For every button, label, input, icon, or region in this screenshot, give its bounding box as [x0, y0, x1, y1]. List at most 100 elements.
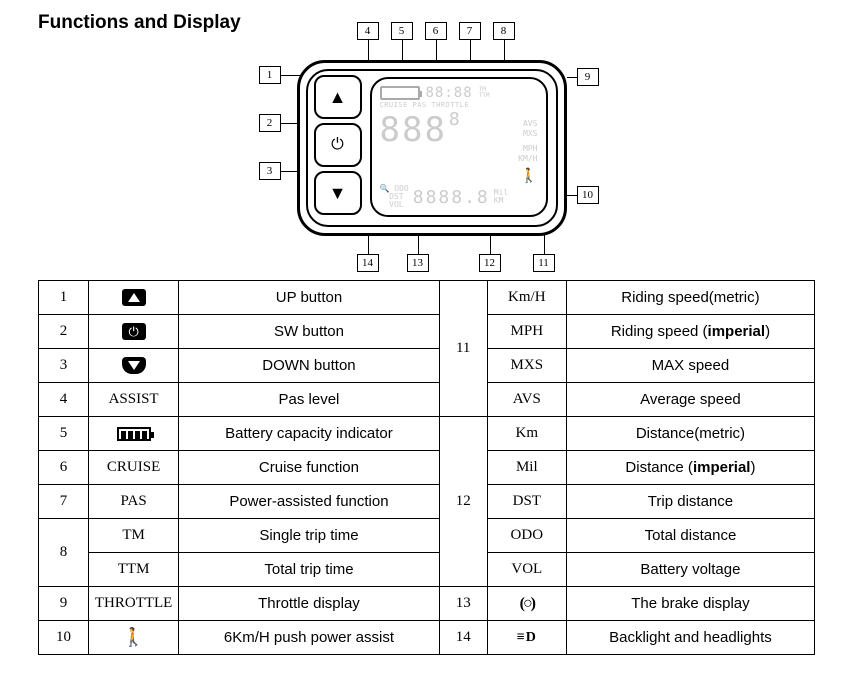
row-number: 13	[439, 587, 487, 621]
row-desc: Cruise function	[179, 451, 440, 485]
symbol-text: THROTTLE	[95, 595, 172, 611]
row-desc: Single trip time	[179, 519, 440, 553]
table-row: TTM Total trip time VOL Battery voltage	[39, 553, 815, 587]
down-button[interactable]: ▼	[314, 171, 362, 215]
legend-table: 1UP button11Km/HRiding speed(metric)2⏻SW…	[38, 280, 815, 655]
row-number: 9	[39, 587, 89, 621]
row-symbol: 🚶	[89, 621, 179, 655]
row-desc: Riding speed(metric)	[566, 281, 814, 315]
headlight-icon: ≡D	[517, 630, 537, 645]
table-row: 10🚶6Km/H push power assist14≡DBacklight …	[39, 621, 815, 655]
row-desc: Battery capacity indicator	[179, 417, 440, 451]
up-button[interactable]: ▲	[314, 75, 362, 119]
symbol-text: ASSIST	[109, 391, 159, 407]
row-desc: DOWN button	[179, 349, 440, 383]
callout-8: 8	[493, 22, 515, 40]
row-desc: The brake display	[566, 587, 814, 621]
row-number: 14	[439, 621, 487, 655]
callout-10: 10	[577, 186, 599, 204]
row-number: 6	[39, 451, 89, 485]
row-desc: Trip distance	[566, 485, 814, 519]
callout-12: 12	[479, 254, 501, 272]
row-symbol: VOL	[487, 553, 566, 587]
row-desc: Battery voltage	[566, 553, 814, 587]
table-row: 7 PAS Power-assisted function DST Trip dista…	[39, 485, 815, 519]
row-symbol: (○)	[487, 587, 566, 621]
callout-6: 6	[425, 22, 447, 40]
callout-3: 3	[259, 162, 281, 180]
row-desc: UP button	[179, 281, 440, 315]
callout-13: 13	[407, 254, 429, 272]
table-row: 5Battery capacity indicator12KmDistance(…	[39, 417, 815, 451]
symbol-text: CRUISE	[107, 459, 160, 475]
table-row: 9 THROTTLE Throttle display13 (○) The brake …	[39, 587, 815, 621]
symbol-text: TM	[122, 527, 145, 543]
row-desc: Distance (imperial)	[566, 451, 814, 485]
row-desc: Total distance	[566, 519, 814, 553]
row-desc: Distance(metric)	[566, 417, 814, 451]
symbol-text: Km	[516, 425, 539, 441]
row-symbol: ⏻	[89, 315, 179, 349]
display-diagram: 4 5 6 7 8 1 2 3 9 10 14 13 12 11 ▲ ⏻ ▼ 8…	[247, 16, 607, 276]
table-row: 2⏻SW buttonMPHRiding speed (imperial)	[39, 315, 815, 349]
callout-2: 2	[259, 114, 281, 132]
row-symbol: AVS	[487, 383, 566, 417]
symbol-text: Km/H	[508, 289, 546, 305]
row-symbol: ASSIST	[89, 383, 179, 417]
row-symbol: PAS	[89, 485, 179, 519]
down-icon	[122, 357, 146, 374]
row-desc: Riding speed (imperial)	[566, 315, 814, 349]
row-desc: Average speed	[566, 383, 814, 417]
row-number: 7	[39, 485, 89, 519]
row-desc: Total trip time	[179, 553, 440, 587]
row-desc: Backlight and headlights	[566, 621, 814, 655]
table-row: 3 DOWN button MXS MAX speed	[39, 349, 815, 383]
row-desc: Power-assisted function	[179, 485, 440, 519]
row-symbol: Km/H	[487, 281, 566, 315]
row-number: 5	[39, 417, 89, 451]
lcd-screen: 88:88 TMTTM CRUISE PAS THROTTLE 888 8 AV…	[370, 77, 548, 217]
row-number: 8	[39, 519, 89, 587]
power-icon: ⏻	[122, 323, 146, 340]
device-body: ▲ ⏻ ▼ 88:88 TMTTM CRUISE PAS THROTTLE 88…	[297, 60, 567, 236]
battery-icon	[117, 427, 151, 441]
row-symbol: ODO	[487, 519, 566, 553]
row-number: 3	[39, 349, 89, 383]
row-symbol: DST	[487, 485, 566, 519]
table-row: 4 ASSIST Pas level AVS Average speed	[39, 383, 815, 417]
row-number: 11	[439, 281, 487, 417]
row-symbol: MPH	[487, 315, 566, 349]
row-symbol: MXS	[487, 349, 566, 383]
row-desc: Throttle display	[179, 587, 440, 621]
table-row: 1UP button11Km/HRiding speed(metric)	[39, 281, 815, 315]
symbol-text: Mil	[516, 459, 538, 475]
symbol-text: VOL	[511, 561, 542, 577]
row-desc: MAX speed	[566, 349, 814, 383]
symbol-text: DST	[513, 493, 541, 509]
row-desc: Pas level	[179, 383, 440, 417]
callout-9: 9	[577, 68, 599, 86]
brake-icon: (○)	[520, 595, 534, 612]
row-symbol: Km	[487, 417, 566, 451]
row-symbol	[89, 281, 179, 315]
callout-1: 1	[259, 66, 281, 84]
symbol-text: PAS	[121, 493, 147, 509]
power-button[interactable]: ⏻	[314, 123, 362, 167]
symbol-text: AVS	[513, 391, 541, 407]
row-symbol: TM	[89, 519, 179, 553]
walk-icon: 🚶	[122, 627, 144, 647]
callout-11: 11	[533, 254, 555, 272]
row-number: 10	[39, 621, 89, 655]
symbol-text: TTM	[118, 561, 150, 577]
symbol-text: MPH	[511, 323, 544, 339]
table-row: 6 CRUISE Cruise function Mil Distance (imper…	[39, 451, 815, 485]
battery-indicator	[380, 86, 420, 100]
row-number: 12	[439, 417, 487, 587]
row-number: 4	[39, 383, 89, 417]
row-symbol: CRUISE	[89, 451, 179, 485]
row-desc: SW button	[179, 315, 440, 349]
row-symbol: TTM	[89, 553, 179, 587]
row-symbol	[89, 417, 179, 451]
callout-4: 4	[357, 22, 379, 40]
symbol-text: MXS	[511, 357, 544, 373]
